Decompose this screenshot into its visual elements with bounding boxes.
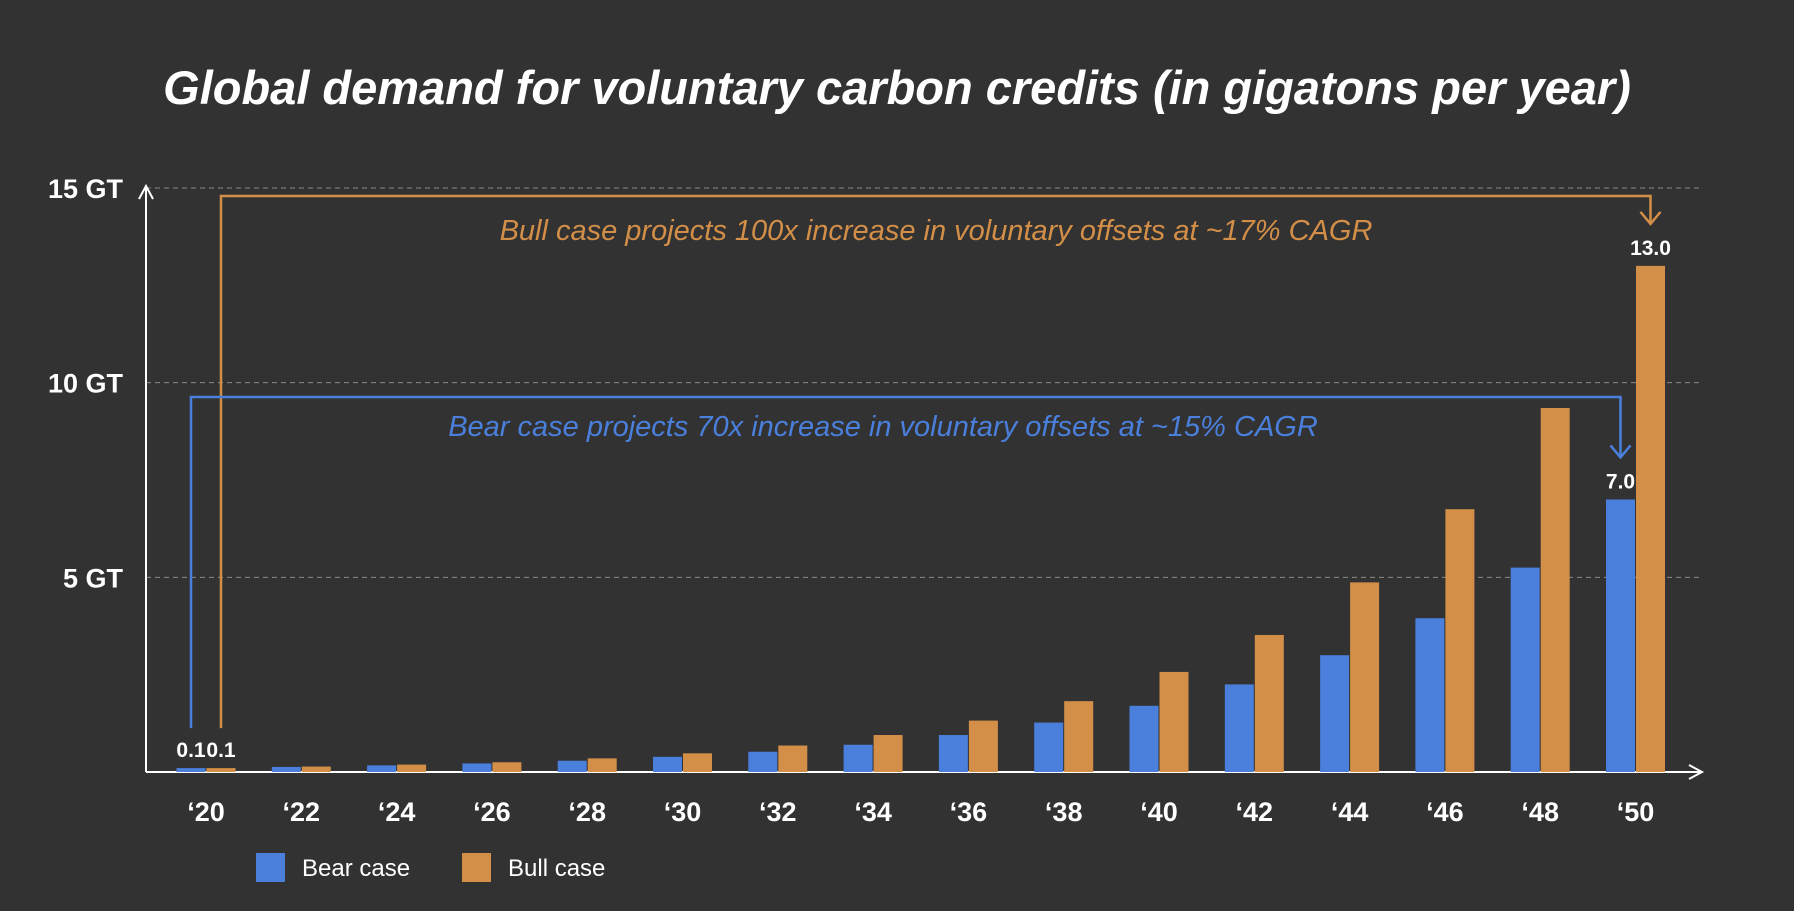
- bar-bear-case: [367, 765, 397, 772]
- bar-bull-case: [1064, 701, 1094, 772]
- annotation-bracket: [189, 395, 1622, 729]
- bar-bull-case: [587, 758, 617, 772]
- bar-bear-case: [843, 744, 873, 772]
- bar-bull-case: [873, 735, 903, 772]
- bar-bull-case: [1159, 671, 1189, 772]
- bar-bear-case: [1606, 499, 1635, 772]
- bar-bull-case: [1350, 582, 1380, 772]
- data-labels: 0.1 0.1 7.0 13.0: [176, 237, 1671, 762]
- bar-bull-case: [1636, 265, 1665, 772]
- bar-bear-case: [1034, 722, 1064, 772]
- x-tick-label: ‘26: [473, 797, 511, 827]
- bar-bear-case: [1320, 655, 1350, 772]
- data-label: 0.1: [176, 739, 206, 762]
- bar-bull-case: [301, 766, 331, 772]
- x-tick-label: ‘50: [1617, 797, 1655, 827]
- x-tick-label: ‘34: [854, 797, 892, 827]
- bar-bear-case: [1129, 705, 1159, 772]
- bar-bear-case: [653, 756, 682, 772]
- bar-bear-case: [557, 760, 587, 772]
- y-tick-label: 5 GT: [63, 563, 124, 593]
- bar-bear-case: [938, 735, 968, 772]
- y-tick-labels: 5 GT 10 GT 15 GT: [48, 174, 124, 593]
- x-tick-label: ‘40: [1140, 797, 1178, 827]
- data-label: 7.0: [1606, 470, 1635, 493]
- bar-bear-case: [271, 766, 301, 772]
- legend: Bear case Bull case: [256, 853, 605, 882]
- x-tick-label: ‘48: [1521, 797, 1559, 827]
- bar-bull-case: [778, 745, 808, 772]
- y-tick-label: 10 GT: [48, 369, 124, 399]
- y-tick-label: 15 GT: [48, 174, 124, 204]
- legend-label: Bear case: [302, 855, 410, 882]
- annotation-bracket: [219, 194, 1652, 729]
- x-tick-label: ‘20: [187, 797, 225, 827]
- legend-swatch: [256, 853, 285, 882]
- legend-swatch: [462, 853, 491, 882]
- x-tick-label: ‘46: [1426, 797, 1464, 827]
- x-tick-label: ‘24: [378, 797, 416, 827]
- x-tick-label: ‘42: [1236, 797, 1274, 827]
- annotations: Bull case projects 100x increase in volu…: [189, 194, 1662, 729]
- bar-bull-case: [397, 764, 427, 772]
- x-tick-labels: ‘20 ‘22 ‘24 ‘26 ‘28 ‘30 ‘32 ‘34 ‘36 ‘38 ‘40 ‘42 ‘44 ‘…: [187, 797, 1654, 827]
- x-tick-label: ‘30: [664, 797, 702, 827]
- annotation-text: Bear case projects 70x increase in volun…: [448, 411, 1318, 443]
- annotation-text: Bull case projects 100x increase in volu…: [500, 215, 1373, 247]
- bar-bear-case: [176, 768, 206, 772]
- data-label: 13.0: [1630, 237, 1671, 260]
- x-tick-label: ‘44: [1331, 797, 1369, 827]
- y-axis-arrow: [138, 183, 154, 200]
- bar-bear-case: [1415, 618, 1445, 772]
- bar-bull-case: [1540, 407, 1570, 772]
- bars: [176, 265, 1665, 772]
- bar-bear-case: [1510, 567, 1540, 772]
- data-label: 0.1: [206, 739, 236, 762]
- bar-bull-case: [492, 762, 522, 772]
- x-tick-label: ‘32: [759, 797, 797, 827]
- bar-bear-case: [748, 751, 778, 772]
- x-tick-label: ‘28: [568, 797, 606, 827]
- x-axis-arrow: [1688, 764, 1705, 780]
- x-tick-label: ‘22: [283, 797, 321, 827]
- x-tick-label: ‘38: [1045, 797, 1083, 827]
- legend-label: Bull case: [508, 855, 605, 882]
- bar-bull-case: [683, 753, 712, 772]
- bar-bull-case: [206, 768, 236, 772]
- annotation-arrowhead: [1639, 211, 1662, 226]
- bar-bull-case: [968, 720, 998, 772]
- x-tick-label: ‘36: [950, 797, 988, 827]
- bar-bear-case: [462, 763, 492, 772]
- grid-lines: [146, 187, 1702, 578]
- chart-title: Global demand for voluntary carbon credi…: [163, 61, 1631, 114]
- annotation-arrowhead: [1609, 444, 1632, 460]
- bar-bull-case: [1445, 509, 1475, 772]
- bar-bear-case: [1224, 684, 1254, 772]
- bar-bull-case: [1254, 634, 1284, 772]
